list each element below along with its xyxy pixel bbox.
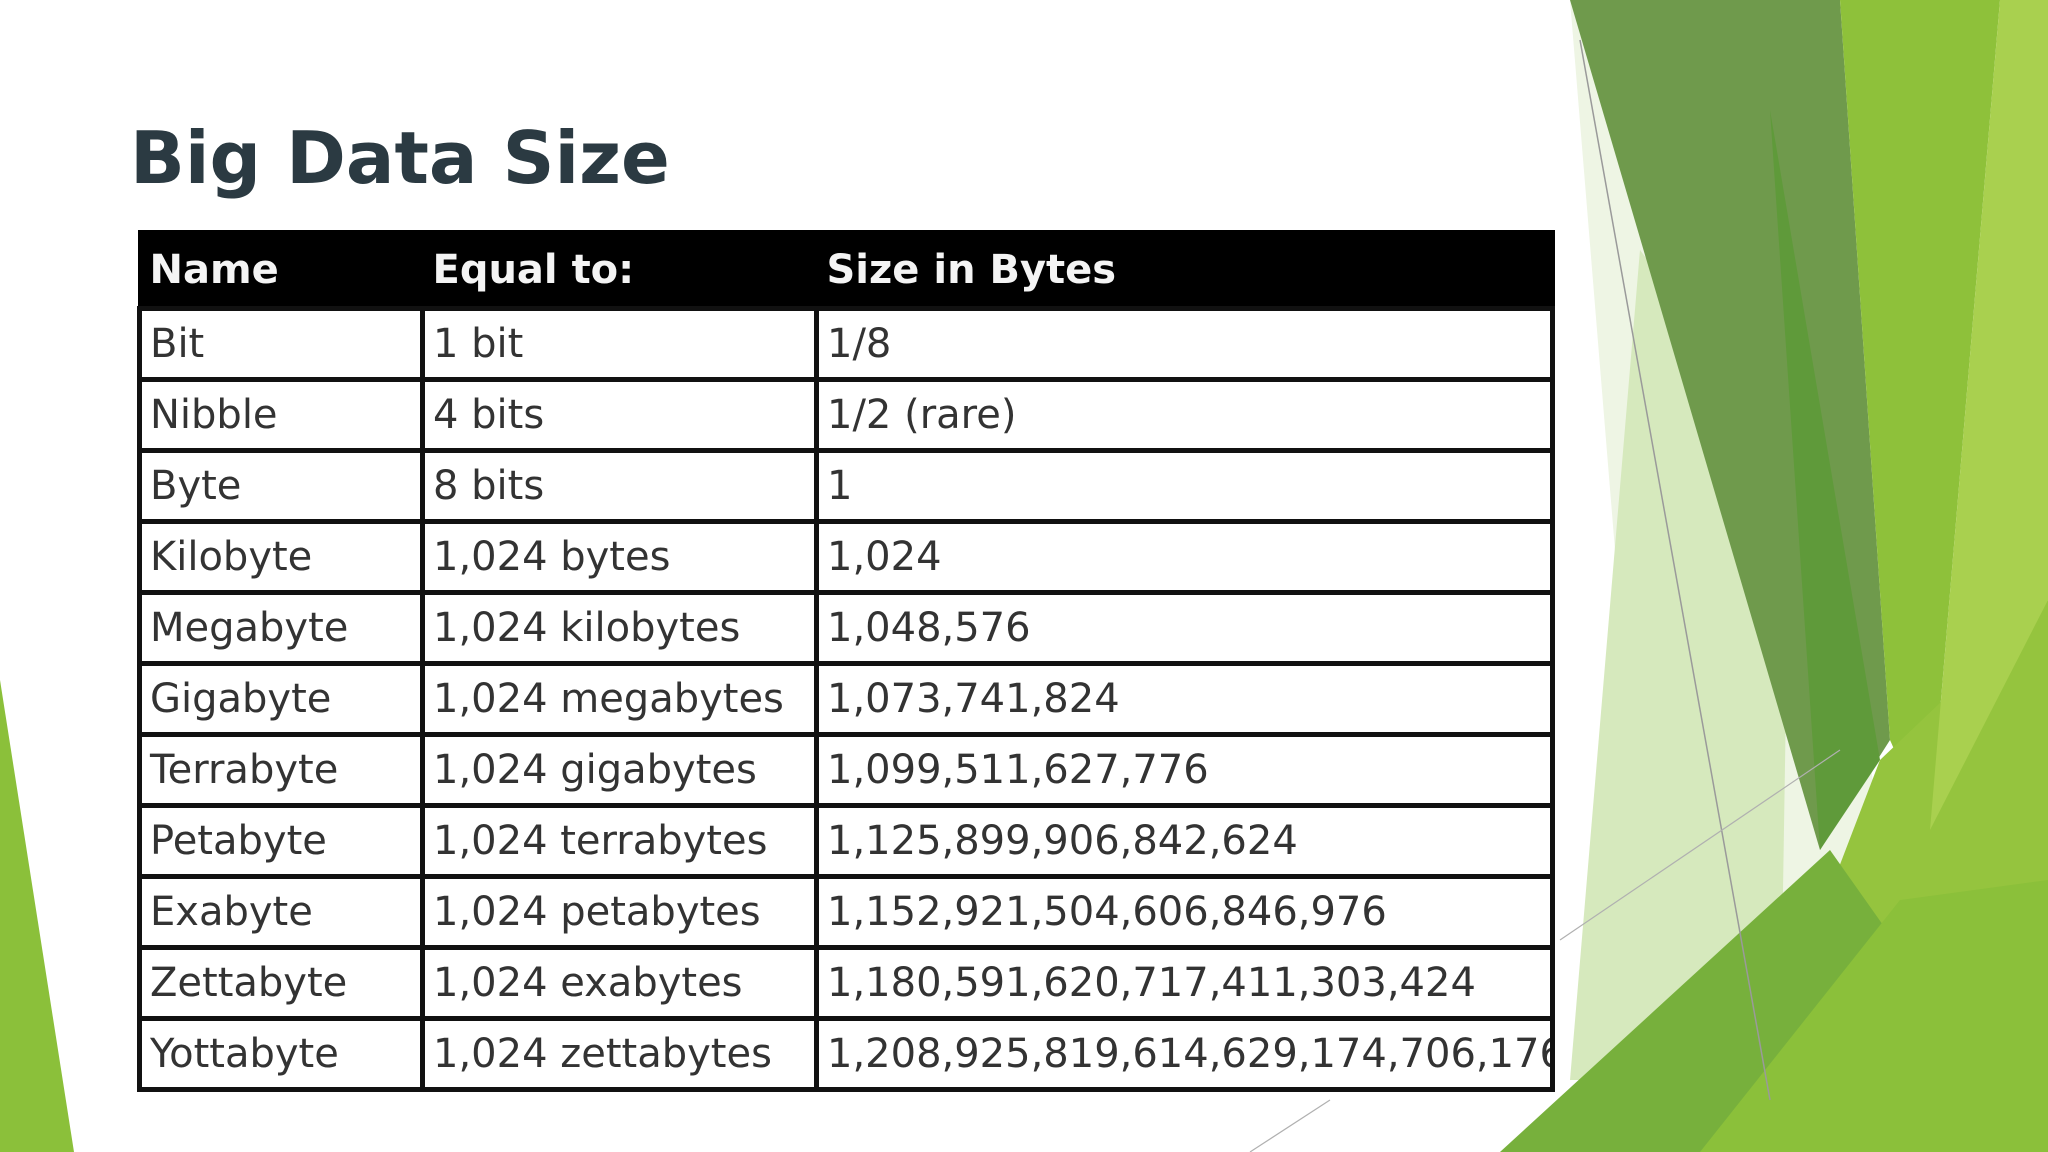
cell-equal-to: 1,024 megabytes xyxy=(420,660,819,737)
cell-name: Petabyte xyxy=(137,802,425,879)
cell-equal-to: 8 bits xyxy=(420,447,819,524)
table-row: Nibble 4 bits 1/2 (rare) xyxy=(137,376,1555,453)
cell-size-bytes: 1,048,576 xyxy=(814,589,1555,666)
table-row: Terrabyte 1,024 gigabytes 1,099,511,627,… xyxy=(137,731,1555,808)
right-light-facet xyxy=(1570,0,1880,1100)
data-size-table: Name Equal to: Size in Bytes Bit 1 bit 1… xyxy=(137,230,1555,1092)
cell-equal-to: 1 bit xyxy=(420,305,819,382)
header-name: Name xyxy=(137,230,425,310)
table-row: Byte 8 bits 1 xyxy=(137,447,1555,524)
cell-size-bytes: 1/8 xyxy=(814,305,1555,382)
table-row: Exabyte 1,024 petabytes 1,152,921,504,60… xyxy=(137,873,1555,950)
cell-equal-to: 1,024 gigabytes xyxy=(420,731,819,808)
cell-equal-to: 4 bits xyxy=(420,376,819,453)
table-row: Kilobyte 1,024 bytes 1,024 xyxy=(137,518,1555,595)
right-mid-facet xyxy=(1770,110,1880,850)
cell-equal-to: 1,024 terrabytes xyxy=(420,802,819,879)
cell-name: Terrabyte xyxy=(137,731,425,808)
table-row: Yottabyte 1,024 zettabytes 1,208,925,819… xyxy=(137,1015,1555,1092)
cell-size-bytes: 1,208,925,819,614,629,174,706,176 xyxy=(814,1015,1555,1092)
table-row: Petabyte 1,024 terrabytes 1,125,899,906,… xyxy=(137,802,1555,879)
right-dark-facet xyxy=(1570,0,1890,850)
cell-name: Exabyte xyxy=(137,873,425,950)
cell-name: Yottabyte xyxy=(137,1015,425,1092)
thin-diagonal-line xyxy=(1249,1099,1331,1152)
cell-size-bytes: 1,024 xyxy=(814,518,1555,595)
cell-equal-to: 1,024 bytes xyxy=(420,518,819,595)
right-edge-facet xyxy=(1930,0,2048,830)
cell-name: Bit xyxy=(137,305,425,382)
table-row: Gigabyte 1,024 megabytes 1,073,741,824 xyxy=(137,660,1555,737)
bottom-lime-facet xyxy=(1700,880,2048,1152)
cell-equal-to: 1,024 kilobytes xyxy=(420,589,819,666)
slide-title: Big Data Size xyxy=(130,116,670,200)
bottom-green-facet xyxy=(1500,850,1950,1152)
table-header-row: Name Equal to: Size in Bytes xyxy=(137,230,1555,310)
cell-name: Byte xyxy=(137,447,425,524)
data-size-table-container: Name Equal to: Size in Bytes Bit 1 bit 1… xyxy=(137,230,1555,1092)
cell-name: Nibble xyxy=(137,376,425,453)
left-accent-shape xyxy=(0,680,74,1152)
cell-equal-to: 1,024 zettabytes xyxy=(420,1015,819,1092)
table-row: Zettabyte 1,024 exabytes 1,180,591,620,7… xyxy=(137,944,1555,1021)
header-equal-to: Equal to: xyxy=(420,230,819,310)
cell-name: Zettabyte xyxy=(137,944,425,1021)
cell-name: Gigabyte xyxy=(137,660,425,737)
cell-name: Megabyte xyxy=(137,589,425,666)
cell-equal-to: 1,024 petabytes xyxy=(420,873,819,950)
right-pale-facet xyxy=(1570,250,1790,1080)
cell-size-bytes: 1,125,899,906,842,624 xyxy=(814,802,1555,879)
right-green-facet xyxy=(1840,0,2000,830)
cell-size-bytes: 1,073,741,824 xyxy=(814,660,1555,737)
cell-size-bytes: 1,152,921,504,606,846,976 xyxy=(814,873,1555,950)
header-size-in-bytes: Size in Bytes xyxy=(814,230,1555,310)
cell-size-bytes: 1/2 (rare) xyxy=(814,376,1555,453)
thin-diagonal-line xyxy=(1579,39,1771,1101)
cell-equal-to: 1,024 exabytes xyxy=(420,944,819,1021)
cell-size-bytes: 1 xyxy=(814,447,1555,524)
cell-size-bytes: 1,099,511,627,776 xyxy=(814,731,1555,808)
table-row: Megabyte 1,024 kilobytes 1,048,576 xyxy=(137,589,1555,666)
right-lime-facet xyxy=(1730,600,2048,1152)
thin-diagonal-line xyxy=(1559,749,1841,941)
cell-size-bytes: 1,180,591,620,717,411,303,424 xyxy=(814,944,1555,1021)
table-row: Bit 1 bit 1/8 xyxy=(137,305,1555,382)
cell-name: Kilobyte xyxy=(137,518,425,595)
